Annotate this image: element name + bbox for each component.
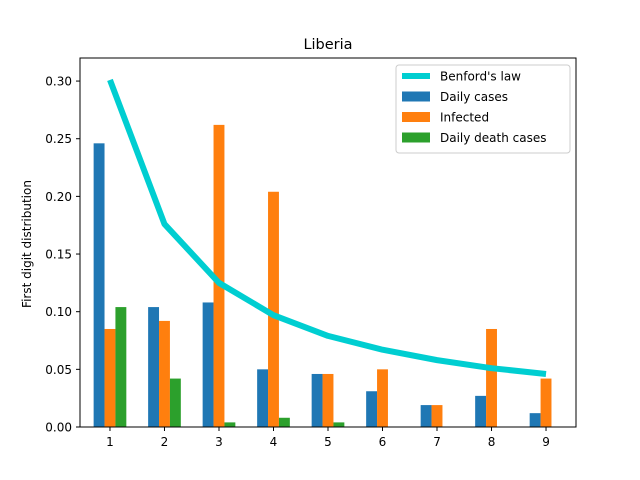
bar-daily-cases-8 [475,395,487,427]
x-tick-label: 1 [106,435,114,449]
bar-infected-1 [104,328,116,427]
y-tick-label: 0.25 [45,132,72,146]
legend-label: Infected [440,111,489,125]
bar-infected-8 [486,328,497,427]
bar-daily-cases-3 [202,302,214,427]
y-tick-label: 0.00 [45,421,72,435]
x-tick-label: 2 [161,435,169,449]
bar-infected-2 [159,320,170,427]
legend-label: Daily death cases [440,131,547,145]
x-tick-label: 9 [542,435,550,449]
x-tick-label: 5 [324,435,332,449]
y-tick-label: 0.10 [45,305,72,319]
x-tick-label: 3 [215,435,223,449]
legend-swatch [402,112,430,122]
x-tick-label: 6 [379,435,387,449]
legend-swatch [402,132,430,143]
bar-daily-cases-7 [420,405,432,427]
bar-daily-cases-2 [148,307,160,427]
series-line-benfords-law [107,78,547,377]
y-tick-label: 0.05 [45,363,72,377]
y-tick-label: 0.15 [45,248,72,262]
legend-label: Benford's law [440,70,521,84]
bar-daily-death-cases-4 [278,417,290,427]
plot-area: 1 2 3 4 5 6 7 8 9 0.00 0.05 0.10 0.15 0.20 0.25 0.30 [45,57,577,449]
bar-daily-cases-9 [529,413,541,427]
legend-box [395,64,571,154]
y-tick-label: 0.20 [45,190,72,204]
legend-swatch [402,91,430,102]
x-tick-label: 7 [433,435,441,449]
bar-daily-cases-1 [93,143,105,427]
bar-daily-death-cases-2 [169,378,181,427]
bar-infected-6 [377,369,388,427]
x-tick-label: 4 [270,435,278,449]
bar-infected-5 [322,373,334,427]
y-tick-label: 0.30 [45,75,72,89]
legend-label: Daily cases [440,90,508,104]
bar-infected-4 [268,191,279,427]
bar-daily-cases-5 [311,373,323,427]
bar-infected-7 [431,405,443,427]
x-tick-label: 8 [488,435,496,449]
bar-daily-death-cases-5 [333,422,345,427]
bar-daily-death-cases-3 [224,422,236,427]
y-axis-label: First digit distribution [20,180,34,308]
bar-daily-cases-4 [257,369,269,427]
bar-daily-death-cases-1 [115,307,127,427]
legend: Benford's law Daily cases Infected Daily de… [395,64,571,154]
bar-infected-3 [213,124,225,427]
bar-daily-cases-6 [366,391,378,427]
bar-infected-9 [540,378,552,427]
chart-title: Liberia [303,37,352,53]
